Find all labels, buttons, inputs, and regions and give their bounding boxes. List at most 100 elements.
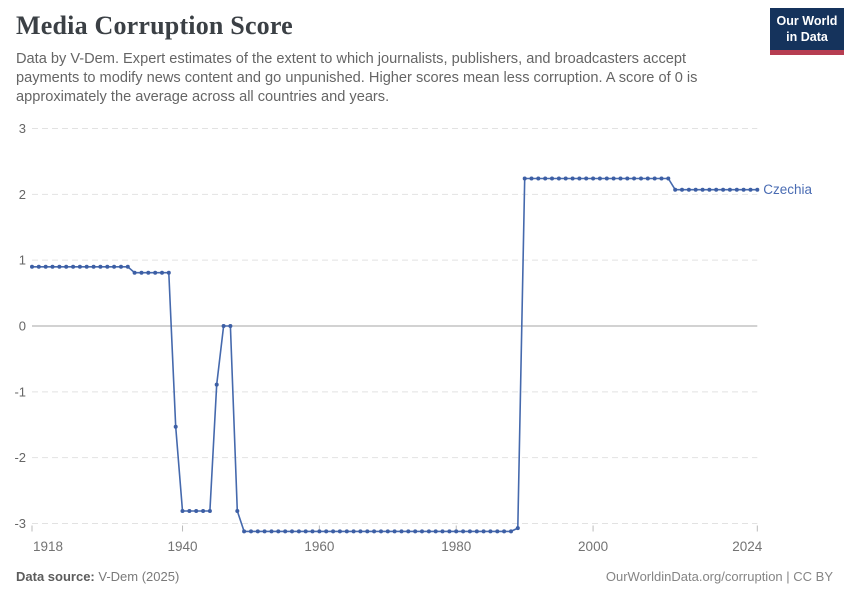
data-point[interactable] <box>406 529 411 534</box>
data-point[interactable] <box>502 529 507 534</box>
data-point[interactable] <box>727 187 732 192</box>
data-point[interactable] <box>112 264 117 269</box>
data-point[interactable] <box>673 187 678 192</box>
data-point[interactable] <box>125 264 130 269</box>
data-point[interactable] <box>399 529 404 534</box>
data-point[interactable] <box>337 529 342 534</box>
data-point[interactable] <box>255 529 260 534</box>
data-point[interactable] <box>488 529 493 534</box>
data-point[interactable] <box>317 529 322 534</box>
data-point[interactable] <box>235 509 240 513</box>
data-point[interactable] <box>119 264 123 269</box>
data-point[interactable] <box>591 176 596 181</box>
data-point[interactable] <box>351 529 356 534</box>
data-point[interactable] <box>358 529 363 534</box>
data-point[interactable] <box>344 529 349 534</box>
data-point[interactable] <box>686 187 691 192</box>
data-point[interactable] <box>71 264 76 269</box>
data-point[interactable] <box>36 264 41 269</box>
data-point[interactable] <box>153 270 158 275</box>
data-point[interactable] <box>77 264 82 269</box>
data-point[interactable] <box>543 176 548 181</box>
data-point[interactable] <box>296 529 301 534</box>
data-point[interactable] <box>201 509 206 513</box>
data-point[interactable] <box>105 264 110 269</box>
data-point[interactable] <box>98 264 103 269</box>
data-point[interactable] <box>433 529 438 534</box>
data-point[interactable] <box>474 529 479 534</box>
data-point[interactable] <box>310 529 315 534</box>
data-point[interactable] <box>597 176 602 181</box>
data-point[interactable] <box>556 176 561 181</box>
data-point[interactable] <box>584 176 589 181</box>
data-point[interactable] <box>529 176 534 181</box>
data-point[interactable] <box>645 176 650 181</box>
data-point[interactable] <box>207 509 212 513</box>
data-point[interactable] <box>632 176 637 181</box>
data-point[interactable] <box>693 187 698 192</box>
data-point[interactable] <box>228 324 233 328</box>
data-point[interactable] <box>303 529 308 534</box>
data-point[interactable] <box>91 264 96 269</box>
data-point[interactable] <box>214 382 219 387</box>
data-point[interactable] <box>522 176 527 181</box>
data-point[interactable] <box>180 509 185 513</box>
data-point[interactable] <box>666 176 671 181</box>
data-point[interactable] <box>536 176 541 181</box>
data-point[interactable] <box>331 529 336 534</box>
data-point[interactable] <box>515 526 520 531</box>
data-point[interactable] <box>262 529 267 534</box>
data-point[interactable] <box>160 270 164 275</box>
data-point[interactable] <box>707 187 712 192</box>
credit-link[interactable]: OurWorldinData.org/corruption | CC BY <box>605 569 833 584</box>
data-point[interactable] <box>57 264 62 269</box>
data-point[interactable] <box>187 509 192 513</box>
data-point[interactable] <box>611 176 616 181</box>
data-point[interactable] <box>50 264 55 269</box>
data-point[interactable] <box>146 270 151 275</box>
data-point[interactable] <box>639 176 643 181</box>
data-point[interactable] <box>324 529 329 534</box>
data-point[interactable] <box>461 529 466 534</box>
data-point[interactable] <box>495 529 500 534</box>
data-point[interactable] <box>509 529 513 534</box>
data-point[interactable] <box>721 187 726 192</box>
data-point[interactable] <box>577 176 582 181</box>
data-point[interactable] <box>714 187 719 192</box>
data-point[interactable] <box>139 270 144 275</box>
data-point[interactable] <box>372 529 377 534</box>
data-point[interactable] <box>269 529 274 534</box>
data-point[interactable] <box>563 176 568 181</box>
data-point[interactable] <box>680 187 684 192</box>
data-point[interactable] <box>221 324 226 328</box>
data-point[interactable] <box>604 176 609 181</box>
data-point[interactable] <box>166 270 171 275</box>
data-point[interactable] <box>30 264 34 269</box>
data-point[interactable] <box>550 176 554 181</box>
data-point[interactable] <box>426 529 431 534</box>
data-point[interactable] <box>365 529 370 534</box>
data-point[interactable] <box>447 529 452 534</box>
data-point[interactable] <box>276 529 281 534</box>
data-point[interactable] <box>700 187 705 192</box>
data-point[interactable] <box>379 529 383 534</box>
data-point[interactable] <box>755 187 760 192</box>
data-point[interactable] <box>625 176 630 181</box>
data-point[interactable] <box>467 529 472 534</box>
data-point[interactable] <box>43 264 48 269</box>
data-point[interactable] <box>242 529 247 534</box>
data-point[interactable] <box>734 187 739 192</box>
data-point[interactable] <box>290 529 294 534</box>
data-point[interactable] <box>249 529 253 534</box>
data-point[interactable] <box>132 270 137 275</box>
data-point[interactable] <box>385 529 390 534</box>
data-point[interactable] <box>454 529 459 534</box>
data-point[interactable] <box>64 264 69 269</box>
data-point[interactable] <box>748 187 753 192</box>
data-point[interactable] <box>283 529 288 534</box>
data-point[interactable] <box>570 176 575 181</box>
data-point[interactable] <box>652 176 657 181</box>
data-point[interactable] <box>618 176 623 181</box>
data-point[interactable] <box>392 529 397 534</box>
